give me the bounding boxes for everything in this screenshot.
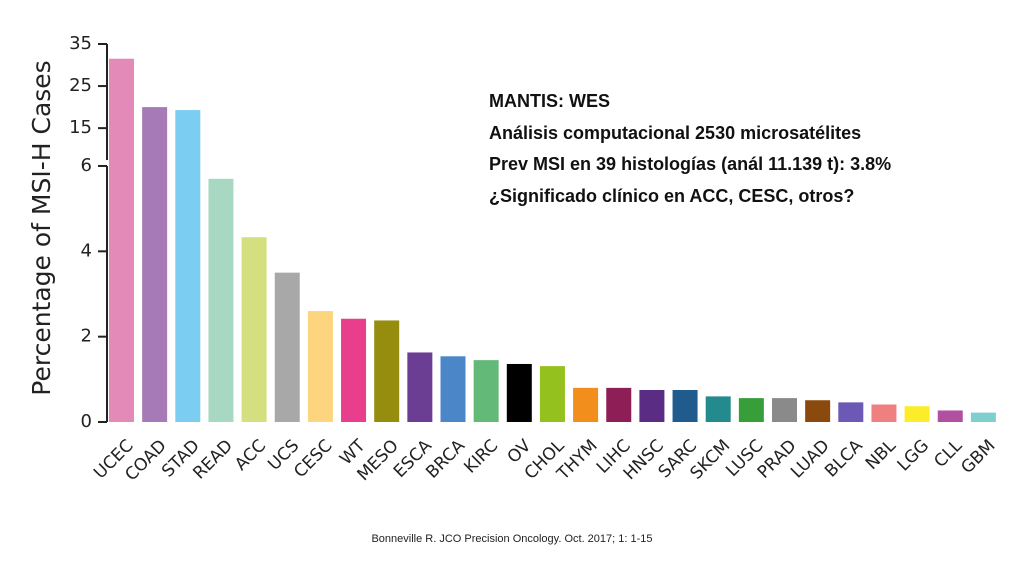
- bar-brca: [440, 356, 466, 422]
- bar-prad: [772, 398, 797, 422]
- y-axis: 0 2 4 6 15 25 35: [69, 33, 108, 432]
- bar-read: [208, 178, 234, 422]
- bar-ucec: [109, 58, 134, 423]
- bars-group: [109, 58, 996, 423]
- bar-chol: [539, 366, 565, 422]
- bar-esca: [407, 352, 433, 422]
- bar-kirc: [473, 360, 499, 422]
- annotation-line-4: ¿Significado clínico en ACC, CESC, otros…: [489, 185, 855, 206]
- citation: Bonneville R. JCO Precision Oncology. Oc…: [371, 533, 653, 545]
- y-tick-label: 6: [81, 155, 92, 176]
- bar-ucs: [274, 272, 300, 422]
- bar-lihc: [606, 387, 632, 422]
- x-tick-label: LGG: [894, 436, 933, 475]
- bar-sarc: [672, 389, 698, 422]
- bar-skcm: [705, 396, 731, 422]
- y-tick-label: 0: [81, 411, 92, 432]
- bar-luad: [805, 400, 831, 422]
- bar-stad: [175, 110, 201, 422]
- annotation-line-1: MANTIS: WES: [489, 91, 610, 111]
- x-tick-label: KIRC: [460, 436, 502, 478]
- bar-gbm: [970, 412, 996, 422]
- x-tick-label: NBL: [862, 436, 900, 474]
- y-tick-label: 2: [81, 326, 92, 347]
- bar-lgg: [904, 406, 930, 422]
- y-tick-label: 15: [69, 117, 92, 138]
- annotation-box: MANTIS: WES Análisis computacional 2530 …: [489, 86, 891, 212]
- y-tick-label: 25: [69, 75, 92, 96]
- bar-thym: [573, 387, 599, 422]
- y-tick-label: 4: [81, 240, 92, 261]
- bar-ov: [506, 363, 532, 422]
- x-tick-label: BLCA: [821, 436, 867, 482]
- annotation-line-2: Análisis computacional 2530 microsatélit…: [489, 122, 862, 143]
- x-tick-label: LUAD: [787, 436, 834, 483]
- y-axis-label: Percentage of MSI-H Cases: [27, 60, 56, 395]
- x-tick-label: GBM: [957, 436, 999, 478]
- bar-blca: [838, 402, 864, 422]
- bar-hnsc: [639, 389, 665, 422]
- y-tick-label: 35: [69, 33, 92, 54]
- bar-meso: [374, 320, 400, 422]
- bar-cesc: [307, 311, 333, 422]
- x-tick-label: BRCA: [422, 436, 469, 483]
- bar-acc: [241, 237, 267, 422]
- bar-coad: [142, 107, 168, 422]
- bar-cll: [937, 410, 963, 422]
- x-tick-label: ACC: [231, 436, 270, 475]
- x-tick-label: CESC: [290, 436, 336, 482]
- annotation-line-3: Prev MSI en 39 histologías (anál 11.139 …: [489, 154, 892, 174]
- bar-nbl: [871, 404, 897, 422]
- bar-wt: [341, 318, 367, 422]
- bar-lusc: [738, 398, 764, 422]
